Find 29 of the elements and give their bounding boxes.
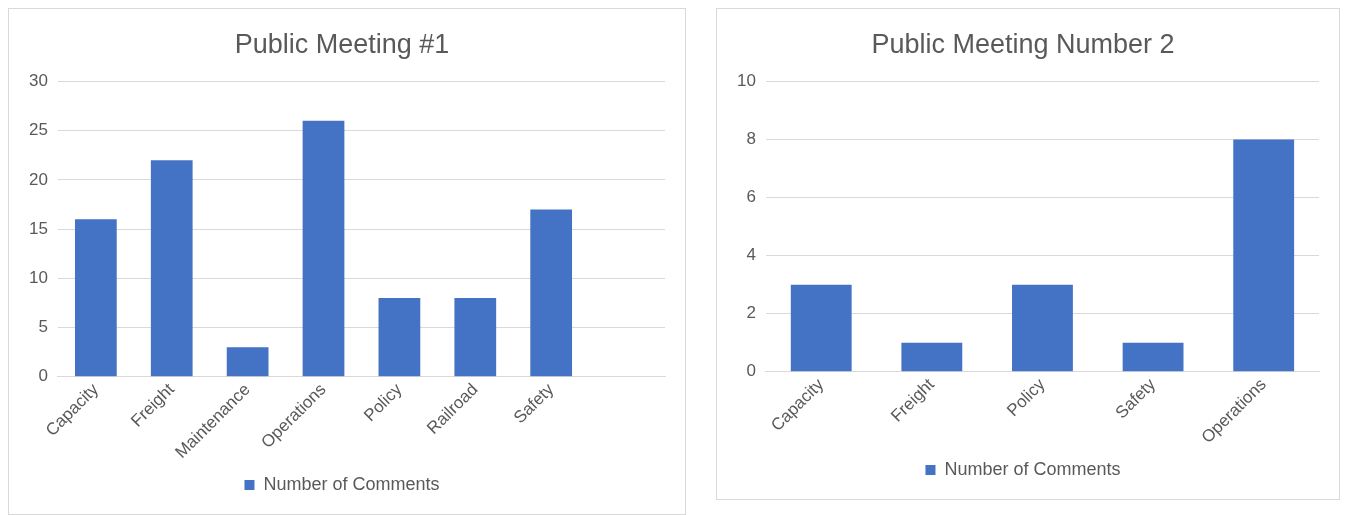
bar [302,120,345,377]
y-tick-label: 8 [746,129,756,149]
legend-label: Number of Comments [944,458,1121,479]
chart-title: Public Meeting Number 2 [871,28,1175,59]
bar [790,284,852,372]
bar [1122,342,1184,372]
y-tick-label: 25 [28,120,48,140]
chart-title: Public Meeting #1 [234,28,450,59]
bar [226,347,269,377]
y-tick-label: 0 [746,361,756,381]
bar [150,160,193,377]
y-tick-label: 2 [746,303,756,323]
y-tick-label: 10 [28,267,48,287]
bar [454,297,497,377]
y-tick-label: 0 [38,366,48,386]
bar [1233,139,1295,372]
legend-label: Number of Comments [263,473,440,494]
y-tick-label: 4 [746,245,756,265]
y-tick-label: 10 [736,71,756,91]
bar [74,219,117,377]
y-tick-label: 15 [28,218,48,238]
y-tick-label: 5 [38,317,48,337]
bar [378,297,421,377]
y-tick-label: 20 [28,169,48,189]
bar [1012,284,1073,372]
y-tick-label: 6 [746,187,756,207]
y-tick-label: 30 [28,71,48,91]
bar [901,342,963,372]
bar [530,209,573,377]
